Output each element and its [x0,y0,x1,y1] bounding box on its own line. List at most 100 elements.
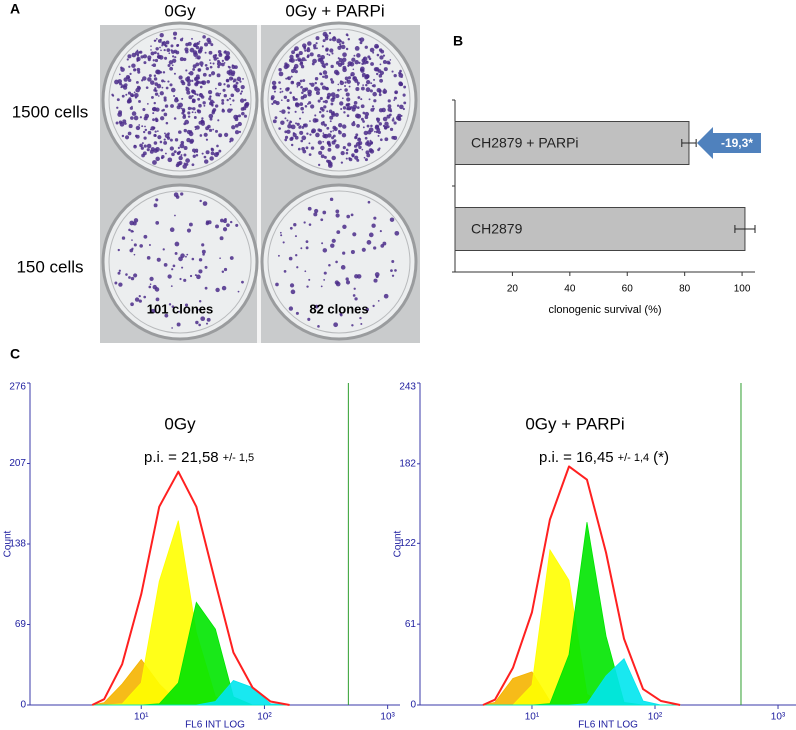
colony-dot [326,110,329,113]
colony-dot [356,158,360,162]
colony-dot [393,99,396,102]
colony-dot [197,97,201,101]
colony-dot [367,200,371,204]
colony-dot [172,31,178,36]
colony-dot [154,117,158,121]
colony-dot [307,41,312,46]
colony-dot [193,116,197,119]
colony-dot [373,78,376,81]
colony-dot [362,111,366,115]
colony-dot [162,108,165,112]
colony-dot [174,96,178,100]
colony-dot [340,40,343,43]
colony-dot [330,64,334,69]
colony-dot [179,277,182,281]
panel-label: C [10,346,20,362]
colony-dot [383,67,388,72]
colony-dot [374,67,380,72]
colony-dot [379,138,383,142]
colony-dot [301,111,304,114]
colony-dot [198,323,201,327]
colony-dot [307,206,312,211]
colony-dot [358,141,363,146]
colony-dot [156,52,160,55]
colony-dot [209,65,213,69]
colony-dot [130,302,134,307]
colony-dot [393,121,397,125]
colony-dot [146,148,150,152]
colony-dot [237,290,240,293]
colony-dot [309,120,311,122]
colony-dot [143,144,147,148]
y-tick-label: 207 [9,458,26,469]
colony-dot [155,156,160,162]
colony-dot [241,280,244,284]
colony-dot [164,104,169,108]
column-label: 0Gy [164,1,196,20]
colony-dot [215,104,219,108]
colony-dot [341,44,346,50]
colony-dot [317,140,322,145]
colony-dot [360,104,365,109]
colony-dot [211,109,216,113]
colony-dot [216,144,219,148]
colony-dot [199,134,203,137]
colony-dot [295,59,298,61]
colony-dot [391,70,394,73]
colony-dot [167,274,172,279]
colony-dot [228,76,234,81]
colony-dot [368,57,372,61]
colony-dot [296,85,299,88]
colony-dot [290,75,293,78]
colony-dot [308,278,311,281]
colony-dot [363,156,366,159]
colony-dot [297,57,301,62]
colony-dot [142,54,148,59]
y-tick-label: 69 [15,619,27,630]
colony-dot [182,164,187,169]
colony-dot [142,107,146,112]
colony-dot [322,140,325,143]
colony-dot [343,111,346,114]
colony-dot [310,146,315,150]
colony-dot [216,73,221,78]
colony-dot [171,50,175,54]
colony-dot [339,80,345,86]
colony-dot [312,44,317,48]
colony-dot [171,305,175,308]
colony-dot [205,138,209,141]
colony-dot [121,134,125,138]
colony-dot [152,112,155,115]
colony-dot [331,238,336,243]
colony-dot [285,77,288,80]
colony-dot [192,64,197,69]
colony-dot [198,103,202,108]
colony-dot [169,66,174,71]
colony-dot [314,208,319,214]
colony-dot [150,308,156,314]
colony-dot [314,114,317,117]
colony-dot [180,192,184,196]
colony-dot [307,89,312,95]
colony-dot [204,42,209,47]
colony-dot [377,300,380,302]
colony-dot [140,146,144,150]
annotation-detail: +/- 1,5 [223,452,255,464]
colony-dot [287,111,290,114]
colony-dot [220,62,225,67]
colony-dot [156,257,161,262]
colony-dot [167,157,173,163]
colony-dot [184,119,190,125]
colony-dot [194,274,197,277]
colony-dot [229,256,234,260]
colony-dot [226,98,229,102]
colony-dot [210,151,215,156]
colony-dot [345,151,349,155]
colony-dot [200,316,206,322]
colony-dot [290,136,294,140]
colony-dot [286,98,290,103]
colony-dot [208,128,213,132]
colony-dot [153,51,157,55]
colony-dot [301,146,305,151]
colony-dot [232,84,238,89]
